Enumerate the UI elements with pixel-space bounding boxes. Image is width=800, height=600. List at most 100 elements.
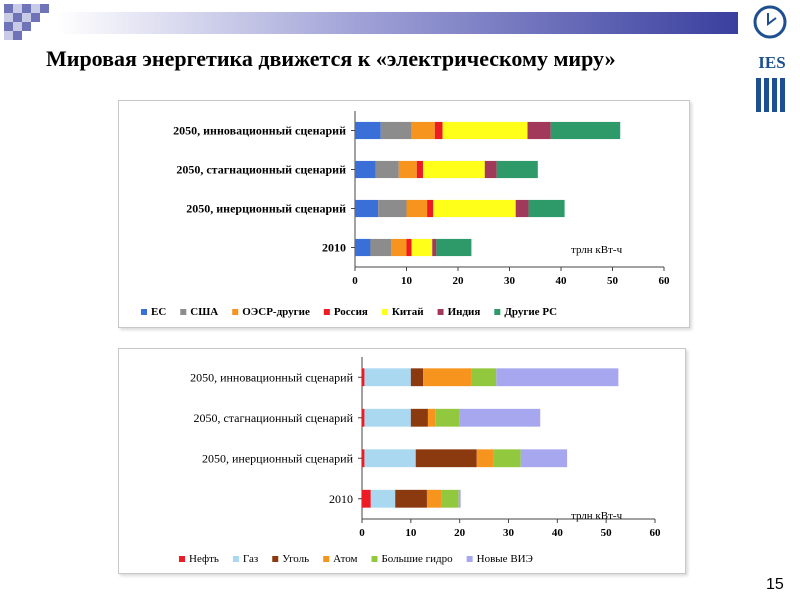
bar-segment [364, 408, 411, 427]
bar-segment [364, 368, 411, 387]
legend-swatch [381, 309, 388, 315]
bar-segment [378, 199, 407, 218]
bar-segment [442, 121, 528, 140]
bar-segment [432, 238, 437, 257]
x-tick-label: 0 [359, 527, 365, 539]
chart-sources-svg: 0 10 20 30 40 50 60 2050, инновационный сценари… [179, 357, 662, 565]
legend-label: Другие РС [504, 306, 557, 318]
bar-segment [434, 121, 443, 140]
legend-swatch [141, 309, 147, 315]
x-tick-label: 30 [503, 527, 515, 539]
category-label: 2050, инновационный сценарий [190, 370, 354, 384]
chart-regions-svg: 0 10 20 30 40 50 60 2050, инновационный сценари… [141, 111, 670, 318]
legend-swatch [179, 556, 185, 562]
bar-segment [411, 238, 433, 257]
bar-segment [410, 408, 428, 427]
bar-segment [355, 199, 379, 218]
bar-segment [520, 449, 568, 468]
bar-segment [391, 238, 407, 257]
bar-segment [355, 121, 381, 140]
bar-segment [362, 449, 365, 468]
bar-segment [416, 160, 423, 179]
legend-label: ОЭСР-другие [242, 306, 310, 318]
bar-segment [362, 408, 365, 427]
legend-swatch [371, 556, 378, 562]
legend-swatch [232, 309, 239, 315]
bar-segment [398, 160, 417, 179]
bar-segment [411, 121, 435, 140]
x-tick-label: 60 [650, 527, 662, 539]
bar-segment [458, 489, 461, 508]
bar-segment [406, 199, 428, 218]
bar-segment [355, 238, 371, 257]
bar-segment [406, 238, 412, 257]
bar-segment [410, 368, 424, 387]
category-label: 2050, стагнационный сценарий [193, 411, 353, 425]
bar-segment [471, 368, 497, 387]
chart-regions: 0 10 20 30 40 50 60 2050, инновационный сценари… [118, 100, 690, 328]
bar-segment [528, 199, 565, 218]
bar-segment [415, 449, 477, 468]
legend-swatch [323, 556, 330, 562]
slide-title: Мировая энергетика движется к «электриче… [46, 46, 616, 71]
top-gradient-bar [58, 12, 738, 34]
x-tick-label: 10 [401, 275, 413, 287]
category-label: 2050, стагнационный сценарий [176, 163, 346, 177]
x-tick-label: 50 [601, 527, 613, 539]
legend-label: Индия [448, 306, 481, 318]
legend-label: Большие гидро [381, 553, 453, 565]
legend-label: Нефть [189, 553, 219, 565]
legend-label: Китай [392, 306, 424, 318]
legend-label: Новые ВИЭ [477, 553, 533, 565]
bar-segment [427, 199, 434, 218]
bar-segment [426, 489, 442, 508]
bar-segment [433, 199, 516, 218]
bar-segment [427, 408, 436, 427]
chart-sources: 0 10 20 30 40 50 60 2050, инновационный сценари… [118, 348, 686, 574]
legend-swatch [466, 556, 473, 562]
bar-segment [355, 160, 376, 179]
bar-segment [476, 449, 494, 468]
bar-segment [422, 160, 485, 179]
page-number: 15 [766, 576, 784, 593]
bar-segment [493, 449, 521, 468]
ies-logo: IES [753, 5, 787, 112]
unit-label: трлн кВт-ч [571, 244, 623, 256]
legend-label: Россия [334, 306, 368, 318]
x-tick-label: 20 [453, 275, 465, 287]
legend-swatch [232, 556, 239, 562]
x-tick-label: 40 [556, 275, 568, 287]
bar-segment [375, 160, 399, 179]
bar-segment [496, 160, 538, 179]
legend-label: ЕС [151, 306, 166, 318]
x-tick-label: 40 [552, 527, 564, 539]
bar-segment [484, 160, 497, 179]
bar-segment [364, 449, 416, 468]
category-label: 2050, инновационный сценарий [173, 124, 346, 138]
legend-swatch [180, 309, 187, 315]
bar-segment [370, 489, 396, 508]
bar-segment [423, 368, 472, 387]
bar-segment [527, 121, 551, 140]
legend-label: Газ [243, 553, 258, 565]
legend-swatch [272, 556, 279, 562]
unit-label: трлн кВт-ч [571, 510, 623, 522]
category-label: 2050, инерционный сценарий [202, 451, 354, 465]
legend-swatch [494, 309, 501, 315]
bar-segment [362, 368, 365, 387]
category-label: 2050, инерционный сценарий [186, 202, 346, 216]
legend-label: Уголь [282, 553, 309, 565]
bar-segment [362, 489, 371, 508]
bar-segment [515, 199, 529, 218]
bar-segment [435, 408, 460, 427]
bar-segment [459, 408, 541, 427]
bar-segment [436, 238, 472, 257]
category-label: 2010 [329, 492, 353, 506]
x-tick-label: 10 [405, 527, 417, 539]
bar-segment [395, 489, 427, 508]
legend-label: Атом [333, 553, 357, 565]
legend-swatch [323, 309, 330, 315]
x-tick-label: 20 [454, 527, 466, 539]
x-tick-label: 0 [352, 275, 358, 287]
bar-segment [550, 121, 621, 140]
